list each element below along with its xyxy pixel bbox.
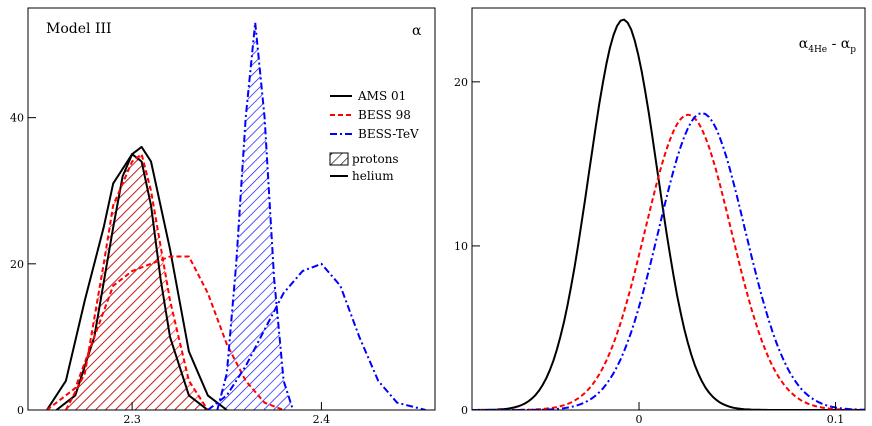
series-line-bess-tev bbox=[472, 112, 865, 410]
legend-label: BESS 98 bbox=[358, 108, 411, 122]
series-line-ams-01 bbox=[472, 18, 865, 410]
right-y-tick-label: 0 bbox=[461, 404, 468, 417]
left-series-layer bbox=[46, 21, 426, 410]
right-series-layer bbox=[472, 18, 865, 410]
left-y-tick-label: 40 bbox=[10, 112, 24, 125]
legend-label: helium bbox=[352, 169, 394, 183]
left-x-tick-label: 2.4 bbox=[313, 413, 331, 426]
legend-label: AMS 01 bbox=[357, 89, 406, 103]
right-plot-frame bbox=[471, 7, 866, 411]
left-x-tick-label: 2.3 bbox=[123, 413, 141, 426]
series-line-ams-01-helium bbox=[46, 145, 228, 410]
right-panel: 0 0.1 0 10 20 α4He - αp bbox=[454, 7, 866, 426]
left-y-tick-label: 0 bbox=[17, 404, 24, 417]
series-line-bess-tev-helium bbox=[207, 262, 426, 410]
hatch-area-bess-tev bbox=[217, 22, 293, 410]
right-x-tick-label: 0 bbox=[636, 413, 643, 426]
series-line-bess-98-helium bbox=[46, 255, 284, 410]
right-y-tick-label: 10 bbox=[454, 240, 468, 253]
left-legend: AMS 01 BESS 98 BESS-TeV protons helium bbox=[329, 89, 419, 183]
series-line-bess-98 bbox=[472, 113, 865, 410]
legend-label: BESS-TeV bbox=[358, 127, 419, 141]
series-line-bess-98-protons bbox=[65, 153, 209, 410]
right-axis-ticks: 0 0.1 0 10 20 bbox=[454, 76, 844, 426]
hatch-area-bess-98 bbox=[65, 154, 208, 410]
left-y-label: α bbox=[412, 23, 422, 39]
legend-hatch-swatch bbox=[329, 152, 349, 166]
left-y-tick-label: 20 bbox=[10, 258, 24, 271]
left-plot-frame bbox=[27, 7, 436, 411]
left-axis-ticks: 2.3 2.4 0 20 40 bbox=[10, 112, 330, 426]
right-y-label: α4He - αp bbox=[799, 36, 856, 55]
right-y-tick-label: 20 bbox=[454, 76, 468, 89]
right-x-tick-label: 0.1 bbox=[827, 413, 845, 426]
left-chart-title: Model III bbox=[46, 21, 112, 37]
left-panel: 2.3 2.4 0 20 40 Model III α AMS 01 BESS 98 BES… bbox=[10, 7, 436, 426]
legend-label: protons bbox=[352, 152, 399, 166]
